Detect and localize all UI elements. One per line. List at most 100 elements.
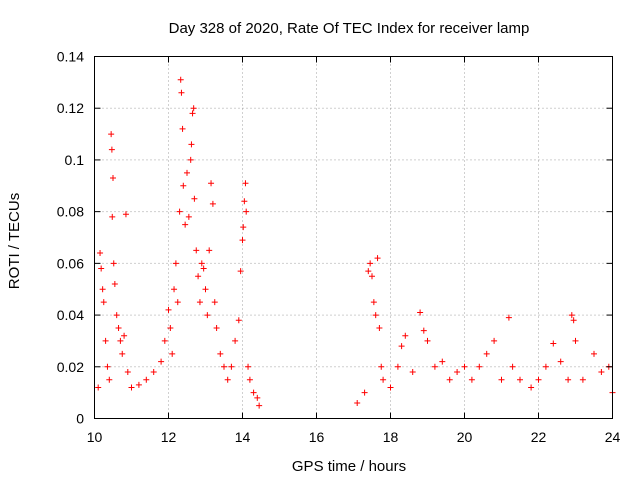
data-point (209, 200, 216, 207)
data-point (505, 314, 512, 321)
data-point (498, 376, 505, 383)
data-point (108, 131, 115, 138)
data-point (202, 286, 209, 293)
data-point (570, 317, 577, 324)
data-point (509, 363, 516, 370)
data-point (557, 358, 564, 365)
data-point (171, 286, 178, 293)
plot-frame (94, 56, 613, 419)
data-point (483, 350, 490, 357)
data-point (579, 376, 586, 383)
data-point (370, 299, 377, 306)
data-point (208, 180, 215, 187)
y-axis-ticks: 0 0.02 0.04 0.06 0.08 0.1 0.12 0.14 (57, 49, 613, 427)
data-point (95, 384, 102, 391)
data-point (228, 363, 235, 370)
data-point (256, 402, 263, 409)
data-point (158, 358, 165, 365)
data-point (246, 376, 253, 383)
y-tick-label: 0 (76, 411, 84, 427)
x-tick-label: 16 (309, 429, 325, 445)
data-point (167, 325, 174, 331)
data-point (174, 299, 181, 306)
data-point (409, 368, 416, 375)
data-point (106, 376, 113, 383)
data-point (542, 363, 549, 370)
data-point (535, 376, 542, 383)
grid-lines (94, 56, 613, 419)
data-point (189, 110, 196, 117)
data-point (240, 224, 247, 231)
x-tick-label: 10 (87, 429, 103, 445)
data-point (161, 337, 168, 344)
data-point (135, 381, 142, 388)
data-point (239, 237, 246, 244)
data-point (190, 105, 197, 112)
data-point (193, 247, 200, 254)
data-point (528, 384, 535, 391)
data-point (378, 363, 385, 370)
data-point (150, 368, 157, 375)
data-point (179, 125, 186, 132)
data-point (115, 325, 122, 331)
y-tick-label: 0.02 (57, 359, 84, 375)
data-point (241, 198, 248, 205)
y-tick-label: 0.12 (57, 100, 84, 116)
data-point (361, 389, 368, 396)
x-tick-label: 12 (161, 429, 177, 445)
data-point (367, 260, 374, 267)
x-tick-label: 18 (383, 429, 399, 445)
data-point (398, 343, 405, 350)
data-point (221, 363, 227, 370)
data-point (169, 350, 176, 357)
data-point (461, 363, 468, 370)
data-point (204, 312, 211, 319)
data-point (177, 76, 184, 83)
data-point (491, 337, 498, 344)
data-point (250, 389, 257, 396)
data-point (124, 368, 131, 375)
data-point (117, 337, 124, 344)
data-point (180, 182, 187, 189)
data-point (211, 299, 218, 306)
x-axis-label: GPS time / hours (292, 458, 406, 475)
data-point (110, 175, 116, 182)
data-point (380, 376, 387, 383)
data-point (195, 273, 202, 280)
data-points (95, 76, 616, 409)
data-point (365, 268, 372, 275)
data-point (235, 317, 242, 324)
data-point (369, 273, 375, 280)
data-point (172, 260, 179, 267)
x-tick-label: 22 (531, 429, 547, 445)
data-point (439, 358, 446, 365)
data-point (394, 363, 401, 370)
data-point (108, 146, 115, 153)
data-point (122, 211, 129, 218)
data-point (184, 169, 190, 176)
data-point (565, 376, 572, 383)
data-point (143, 376, 150, 383)
data-point (121, 332, 128, 339)
data-point (376, 325, 383, 331)
data-point (217, 350, 224, 357)
data-point (188, 141, 195, 148)
data-point (568, 312, 575, 319)
data-point (110, 260, 117, 267)
x-axis-ticks: 10 12 14 16 18 20 22 24 (87, 56, 620, 445)
data-point (104, 363, 111, 370)
data-point (102, 337, 109, 344)
data-point (417, 309, 424, 316)
data-point (97, 250, 104, 257)
data-point (185, 213, 192, 220)
data-point (213, 325, 220, 331)
y-tick-label: 0.04 (57, 307, 84, 323)
data-point (100, 299, 107, 306)
data-point (111, 281, 118, 288)
data-point (446, 376, 453, 383)
chart-title: Day 328 of 2020, Rate Of TEC Index for r… (169, 20, 530, 37)
y-tick-label: 0.14 (57, 49, 84, 65)
data-point (402, 332, 409, 339)
x-tick-label: 20 (457, 429, 473, 445)
data-point (99, 286, 106, 293)
